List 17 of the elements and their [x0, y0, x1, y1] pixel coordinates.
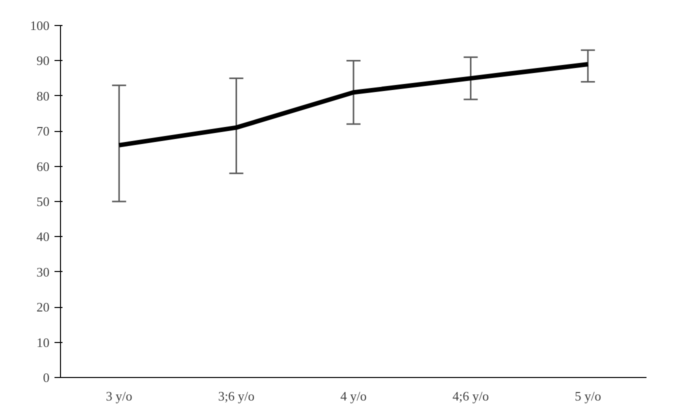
y-tick-label: 50	[36, 194, 50, 209]
y-tick-label: 60	[36, 158, 50, 174]
line-series	[116, 62, 590, 148]
y-tick-label: 10	[36, 334, 50, 350]
y-tick-label: 70	[36, 124, 50, 139]
y-tick-label: 30	[36, 264, 50, 280]
y-tick-label: 0	[43, 370, 50, 385]
y-tick-label: 40	[36, 229, 50, 244]
x-tick-label: 5 y/o	[574, 388, 602, 404]
x-tick-label: 4;6 y/o	[452, 388, 489, 404]
y-tick-label: 90	[36, 53, 50, 68]
y-tick-label: 100	[30, 18, 50, 33]
x-tick-label: 3;6 y/o	[218, 388, 255, 404]
y-tick-label: 20	[36, 300, 50, 315]
y-tick-label: 80	[36, 88, 50, 104]
x-tick-label: 4 y/o	[340, 388, 367, 404]
x-tick-label: 3 y/o	[106, 388, 132, 404]
